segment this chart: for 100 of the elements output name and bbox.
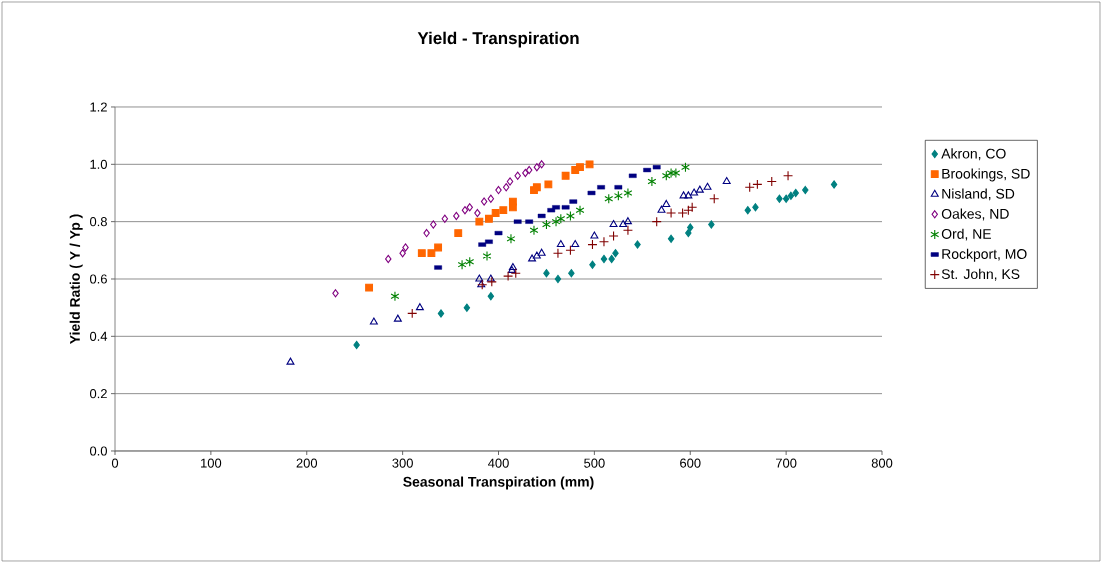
legend-label: Oakes, ND <box>941 208 1009 221</box>
point <box>390 291 400 302</box>
point <box>454 229 463 238</box>
point <box>679 191 688 199</box>
point <box>671 167 681 178</box>
point <box>722 176 731 185</box>
point <box>491 209 500 217</box>
point <box>369 317 378 325</box>
point <box>528 254 537 262</box>
point <box>385 254 392 264</box>
point <box>687 223 694 232</box>
point <box>543 269 550 278</box>
point <box>487 292 495 301</box>
point <box>830 180 838 189</box>
point <box>417 249 426 258</box>
point <box>537 248 546 256</box>
point <box>568 269 575 278</box>
point <box>533 163 541 172</box>
point <box>666 208 677 219</box>
y-tick-label: 1.2 <box>90 102 107 112</box>
point <box>353 340 360 350</box>
point <box>561 171 570 180</box>
point <box>802 185 809 195</box>
point <box>600 254 608 264</box>
y-tick-label: 0.0 <box>89 446 107 456</box>
x-axis-title: Seasonal Transpiration (mm) <box>403 476 594 490</box>
point <box>613 190 623 201</box>
point <box>643 167 651 173</box>
point <box>556 213 566 224</box>
point <box>551 216 561 227</box>
legend-label: Ord, NE <box>941 228 991 241</box>
point <box>525 165 533 175</box>
point <box>402 243 409 252</box>
point <box>542 219 551 230</box>
point <box>506 177 514 186</box>
point <box>474 208 481 218</box>
point <box>554 274 562 284</box>
point <box>667 234 675 243</box>
point <box>608 254 615 264</box>
point <box>495 185 502 195</box>
point <box>585 160 594 169</box>
point <box>499 206 508 215</box>
point <box>286 357 295 365</box>
point <box>457 259 467 270</box>
point <box>423 228 430 238</box>
point <box>608 230 619 242</box>
point <box>475 217 484 226</box>
point <box>684 191 693 199</box>
point <box>604 193 614 204</box>
point <box>502 183 510 192</box>
point <box>677 208 688 219</box>
point <box>508 197 517 206</box>
point <box>598 236 609 247</box>
point <box>575 205 585 216</box>
point <box>427 249 436 258</box>
point <box>612 249 619 258</box>
point <box>708 220 715 229</box>
point <box>576 163 584 172</box>
point <box>522 168 529 178</box>
point <box>647 176 657 187</box>
point <box>622 225 633 236</box>
legend-label: Akron, CO <box>941 148 1006 161</box>
point <box>787 191 795 200</box>
point <box>482 251 492 262</box>
point <box>503 271 514 282</box>
point <box>480 197 488 206</box>
point <box>552 248 563 259</box>
point <box>466 203 473 212</box>
point <box>685 228 692 238</box>
point <box>752 203 759 212</box>
legend-label: St. John, KS <box>941 268 1020 281</box>
point <box>508 262 517 271</box>
point <box>590 231 599 239</box>
point <box>792 188 799 198</box>
point <box>657 205 666 213</box>
point <box>487 194 495 203</box>
point <box>619 219 628 228</box>
point <box>662 199 671 207</box>
point <box>486 276 497 287</box>
point <box>623 217 632 225</box>
legend-label: Rockport, MO <box>942 248 1027 262</box>
point <box>453 211 460 221</box>
point <box>399 249 406 258</box>
point <box>681 162 690 173</box>
x-tick-label: 700 <box>776 458 797 468</box>
y-tick-label: 0.6 <box>89 274 107 284</box>
point <box>589 260 596 269</box>
point <box>690 188 699 196</box>
point <box>776 194 783 203</box>
point <box>415 303 424 311</box>
point <box>437 309 445 318</box>
point <box>703 182 712 190</box>
point <box>609 219 618 228</box>
point <box>441 214 449 223</box>
y-axis-title: Yield Ratio ( Y / Yp ) <box>69 214 83 344</box>
point <box>461 206 469 215</box>
point <box>529 225 539 236</box>
point <box>666 167 676 178</box>
y-tick-label: 0.8 <box>89 217 107 227</box>
x-tick-label: 800 <box>871 458 893 468</box>
